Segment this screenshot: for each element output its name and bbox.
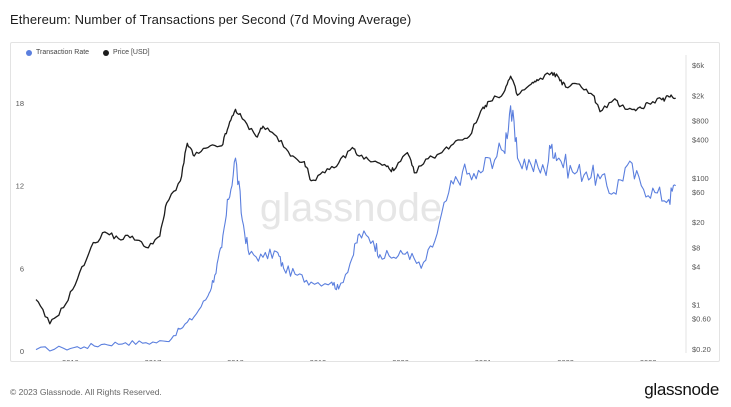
x-tick-label: 2017: [145, 358, 162, 361]
y-right-tick-label: $800: [692, 117, 709, 126]
y-right-tick-label: $6k: [692, 61, 704, 70]
footer-copyright: © 2023 Glassnode. All Rights Reserved.: [10, 387, 162, 397]
chart-frame: glassnode 2016 2017 2018 2019 2020 2021 2022 202…: [10, 42, 720, 362]
y-right-tick-label: $0.20: [692, 345, 711, 354]
legend-item-transaction-rate[interactable]: Transaction Rate: [26, 49, 89, 56]
x-tick-label: 2019: [310, 358, 327, 361]
y-right-tick-label: $60: [692, 188, 705, 197]
footer-logo[interactable]: glassnode: [644, 380, 719, 399]
chart-legend: Transaction Rate Price [USD]: [26, 49, 150, 56]
y-right-tick-label: $4: [692, 262, 700, 271]
y-left-tick-label: 0: [20, 347, 24, 356]
series-line-price: [35, 71, 676, 325]
y-left-tick-label: 6: [20, 264, 24, 273]
legend-label-transaction-rate: Transaction Rate: [36, 49, 90, 56]
chart-title: Ethereum: Number of Transactions per Sec…: [10, 12, 412, 27]
y-right-tick-label: $100: [692, 174, 709, 183]
watermark: glassnode: [260, 186, 442, 230]
y-right-tick-label: $400: [692, 136, 709, 145]
y-right-tick-label: $2k: [692, 91, 704, 100]
series-line-transaction-rate: [35, 105, 677, 352]
x-tick-label: 2020: [392, 358, 409, 361]
y-left-tick-label: 18: [16, 99, 24, 108]
legend-marker-price: [103, 49, 110, 56]
y-right-tick-label: $8: [692, 243, 700, 252]
legend-label-price: Price [USD]: [113, 49, 150, 56]
x-tick-label: 2021: [475, 358, 492, 361]
x-tick-label: 2023: [640, 358, 657, 361]
y-left-tick-label: 12: [16, 182, 24, 191]
y-right-tick-label: $20: [692, 218, 705, 227]
x-tick-label: 2018: [227, 358, 244, 361]
legend-marker-transaction-rate: [26, 49, 32, 56]
y-right-tick-label: $0.60: [692, 315, 711, 324]
chart-canvas: glassnode 2016 2017 2018 2019 2020 2021 2022 202…: [16, 55, 711, 361]
y-right-tick-label: $1: [692, 301, 700, 310]
x-tick-label: 2022: [557, 358, 574, 361]
legend-item-price[interactable]: Price [USD]: [103, 49, 150, 56]
x-tick-label: 2016: [62, 358, 79, 361]
